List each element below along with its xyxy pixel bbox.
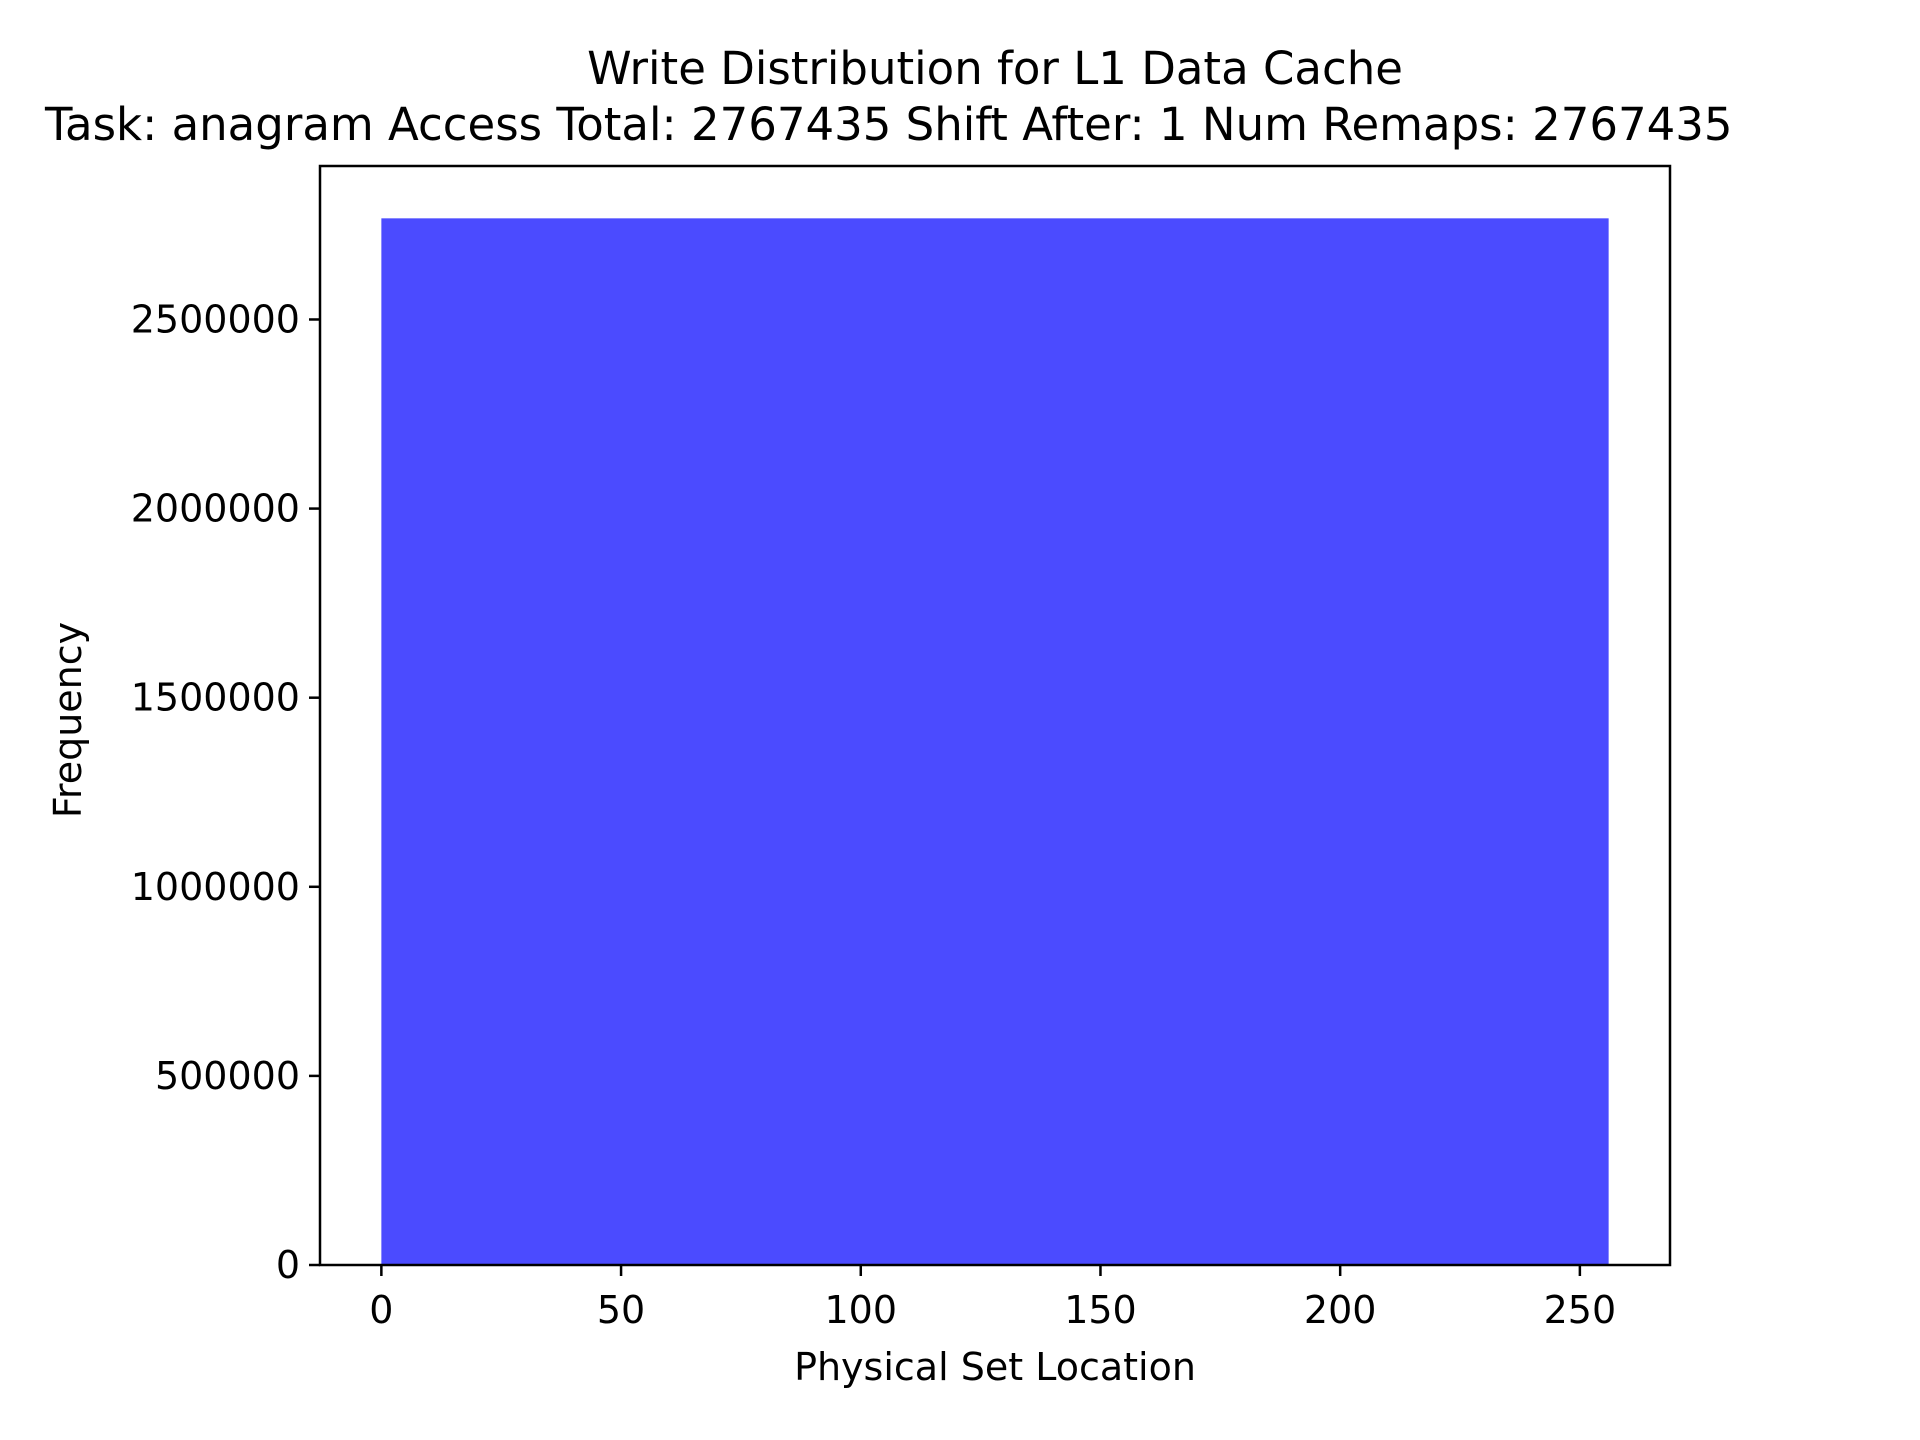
x-axis-ticks: 0 50 100 150 200 250 xyxy=(369,1265,1616,1332)
y-tick-label: 1500000 xyxy=(131,676,300,720)
chart-subtitle: Task: anagram Access Total: 2767435 Shif… xyxy=(44,98,1732,151)
y-axis-ticks: 0 500000 1000000 1500000 2000000 2500000 xyxy=(131,297,320,1287)
y-tick-label: 0 xyxy=(276,1243,300,1287)
x-tick-label: 150 xyxy=(1064,1288,1137,1332)
x-tick-label: 50 xyxy=(597,1288,645,1332)
chart-title: Write Distribution for L1 Data Cache xyxy=(587,42,1403,95)
plot-frame xyxy=(318,164,1672,1267)
y-tick-label: 2000000 xyxy=(131,487,300,531)
x-axis-label: Physical Set Location xyxy=(794,1345,1196,1389)
y-tick-label: 2500000 xyxy=(131,297,300,341)
x-tick-label: 200 xyxy=(1304,1288,1377,1332)
y-tick-label: 500000 xyxy=(155,1054,300,1098)
y-axis-label: Frequency xyxy=(46,622,90,818)
y-tick-label: 1000000 xyxy=(131,865,300,909)
x-tick-label: 250 xyxy=(1544,1288,1617,1332)
bars-layer xyxy=(381,218,1609,1266)
x-tick-label: 0 xyxy=(369,1288,393,1332)
bar-0 xyxy=(381,218,1609,1266)
x-tick-label: 100 xyxy=(825,1288,898,1332)
